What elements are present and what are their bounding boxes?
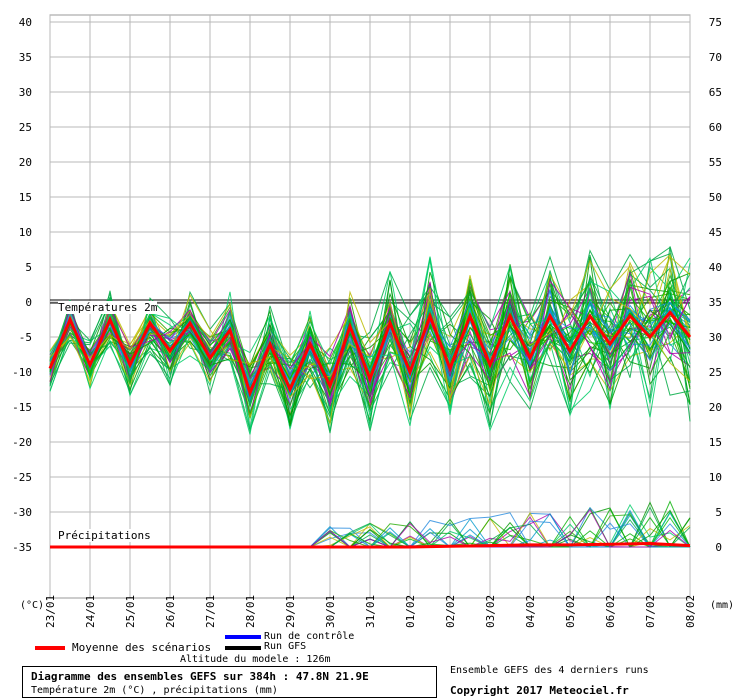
altitude-label: Altitude du modele : 126m [180,654,331,665]
ensemble-member-line [49,279,691,408]
x-tick-label: 25/01 [124,595,137,628]
left-tick-label: 35 [19,51,32,64]
x-tick-label: 28/01 [244,595,257,628]
right-axis-unit: (mm) [710,600,735,611]
left-tick-label: 5 [25,261,32,274]
ensemble-note: Ensemble GEFS des 4 derniers runs [450,665,649,676]
left-tick-label: 0 [25,296,32,309]
mean-temperature-line [48,310,692,398]
right-tick-label: 25 [709,366,722,379]
left-tick-label: -30 [12,506,32,519]
x-tick-label: 23/01 [44,595,57,628]
chart-subtitle: Température 2m (°C) , précipitations (mm… [31,685,278,696]
temp-section-label: Températures 2m [58,301,158,314]
left-axis-unit: (°C) [20,600,45,611]
x-tick-label: 02/02 [444,595,457,628]
mean-precip-line [50,541,691,549]
left-tick-label: -35 [12,541,32,554]
right-tick-label: 50 [709,191,722,204]
ensemble-member-line [49,256,691,432]
x-tick-label: 27/01 [204,595,217,628]
legend-mean-swatch [35,646,65,650]
legend-gfs-swatch [225,646,261,650]
x-tick-label: 07/02 [644,595,657,628]
left-tick-label: 40 [19,16,32,29]
left-tick-label: 20 [19,156,32,169]
x-tick-label: 30/01 [324,595,337,628]
chart-series [48,310,692,549]
legend-control-swatch [225,635,261,639]
right-tick-label: 35 [709,296,722,309]
x-tick-label: 31/01 [364,595,377,628]
ensemble-member-line [49,275,691,419]
right-tick-label: 0 [715,541,722,554]
right-tick-label: 40 [709,261,722,274]
x-tick-label: 24/01 [84,595,97,628]
right-tick-label: 10 [709,471,722,484]
precip-section-label: Précipitations [58,529,151,542]
left-tick-label: -25 [12,471,32,484]
right-tick-label: 75 [709,16,722,29]
right-tick-label: 15 [709,436,722,449]
chart-title: Diagramme des ensembles GEFS sur 384h : … [31,670,369,683]
x-tick-label: 29/01 [284,595,297,628]
legend-mean-label: Moyenne des scénarios [72,641,212,654]
x-tick-label: 08/02 [684,595,697,628]
left-tick-label: 30 [19,86,32,99]
x-tick-label: 04/02 [524,595,537,628]
left-tick-label: -5 [19,331,32,344]
x-tick-label: 05/02 [564,595,577,628]
legend-control-label: Run de contrôle [264,631,355,642]
right-tick-label: 20 [709,401,722,414]
left-tick-label: -20 [12,436,32,449]
left-tick-label: 10 [19,226,32,239]
left-tick-label: 25 [19,121,32,134]
ensemble-member-line [49,246,691,427]
chart-info-box: Diagramme des ensembles GEFS sur 384h : … [22,666,437,698]
copyright: Copyright 2017 Meteociel.fr [450,684,629,697]
left-tick-label: -15 [12,401,32,414]
right-tick-label: 30 [709,331,722,344]
legend-row: Moyenne des scénarios Run de contrôle Ru… [0,630,740,666]
x-tick-label: 26/01 [164,595,177,628]
x-tick-label: 06/02 [604,595,617,628]
ensemble-member-line [49,255,691,432]
x-tick-label: 03/02 [484,595,497,628]
right-tick-label: 70 [709,51,722,64]
left-tick-label: -10 [12,366,32,379]
right-tick-label: 65 [709,86,722,99]
legend-gfs-label: Run GFS [264,641,307,652]
x-tick-label: 01/02 [404,595,417,628]
right-tick-label: 55 [709,156,722,169]
right-tick-label: 60 [709,121,722,134]
right-tick-label: 5 [715,506,722,519]
left-tick-label: 15 [19,191,32,204]
right-tick-label: 45 [709,226,722,239]
ensemble-member-line [49,249,691,415]
